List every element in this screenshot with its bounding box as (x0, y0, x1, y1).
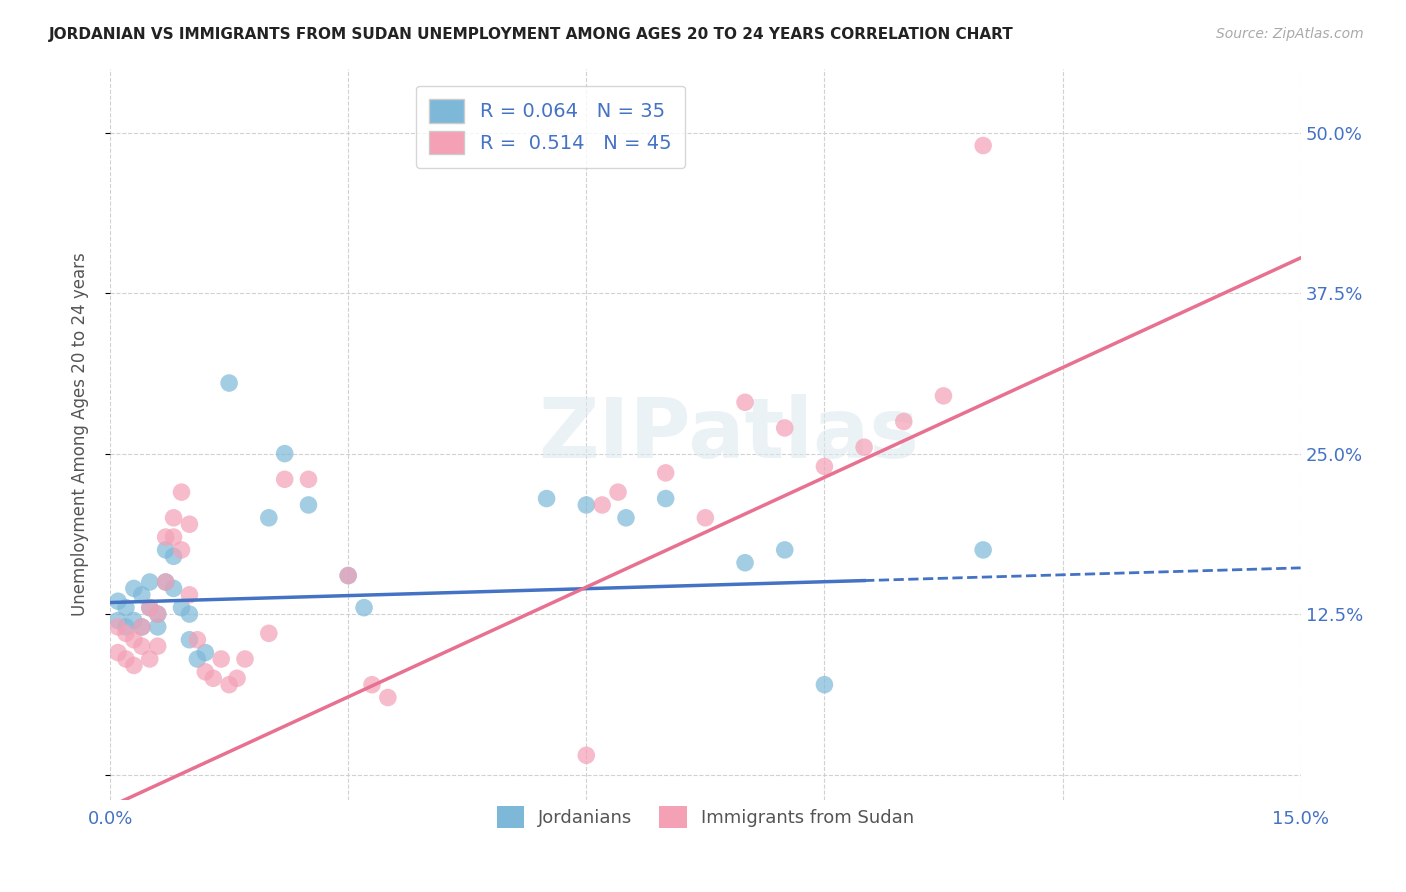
Point (226, 671, 249, 685)
Point (179, 607, 201, 621)
Point (186, 652, 208, 666)
Point (575, 498, 598, 512)
Point (170, 485, 193, 500)
Point (170, 600, 193, 615)
Point (297, 472, 319, 486)
Point (893, 415, 915, 429)
Point (575, 748, 598, 763)
Point (107, 614, 129, 628)
Point (654, 466, 676, 480)
Point (155, 574, 177, 589)
Point (591, 498, 613, 512)
Text: ZIPatlas: ZIPatlas (538, 394, 920, 475)
Point (139, 574, 162, 589)
Point (218, 376, 240, 390)
Point (162, 511, 184, 525)
Point (131, 588, 153, 602)
Point (654, 491, 676, 506)
Point (122, 658, 145, 673)
Point (813, 678, 835, 692)
Point (162, 549, 184, 564)
Point (170, 542, 193, 557)
Text: Source: ZipAtlas.com: Source: ZipAtlas.com (1216, 27, 1364, 41)
Point (122, 582, 145, 596)
Point (107, 620, 129, 634)
Point (155, 574, 177, 589)
Point (773, 542, 796, 557)
Point (179, 517, 201, 532)
Point (146, 607, 169, 621)
Point (202, 671, 225, 685)
Point (273, 472, 295, 486)
Point (607, 485, 630, 500)
Point (257, 626, 280, 640)
Point (695, 511, 717, 525)
Point (194, 646, 217, 660)
Point (734, 556, 756, 570)
Point (773, 421, 796, 435)
Point (273, 447, 295, 461)
Point (139, 652, 162, 666)
Point (131, 620, 153, 634)
Point (115, 600, 138, 615)
Point (146, 639, 169, 653)
Point (115, 652, 138, 666)
Point (614, 511, 637, 525)
Point (972, 138, 994, 153)
Point (257, 511, 280, 525)
Point (131, 639, 153, 653)
Point (155, 530, 177, 544)
Text: JORDANIAN VS IMMIGRANTS FROM SUDAN UNEMPLOYMENT AMONG AGES 20 TO 24 YEARS CORREL: JORDANIAN VS IMMIGRANTS FROM SUDAN UNEMP… (49, 27, 1014, 42)
Point (233, 652, 256, 666)
Point (361, 678, 384, 692)
Point (377, 690, 399, 705)
Point (139, 600, 162, 615)
Y-axis label: Unemployment Among Ages 20 to 24 years: Unemployment Among Ages 20 to 24 years (72, 252, 89, 616)
Point (972, 542, 994, 557)
Point (115, 626, 138, 640)
Point (146, 620, 169, 634)
Point (107, 594, 129, 608)
Point (162, 582, 184, 596)
Point (218, 678, 240, 692)
Point (194, 665, 217, 679)
Point (297, 498, 319, 512)
Point (353, 600, 375, 615)
Point (186, 632, 208, 647)
Point (813, 459, 835, 474)
Point (107, 646, 129, 660)
Point (155, 542, 177, 557)
Point (122, 614, 145, 628)
Point (162, 530, 184, 544)
Point (337, 568, 360, 582)
Point (209, 652, 232, 666)
Point (337, 568, 360, 582)
Point (536, 491, 558, 506)
Point (115, 620, 138, 634)
Legend: Jordanians, Immigrants from Sudan: Jordanians, Immigrants from Sudan (489, 798, 921, 835)
Point (179, 632, 201, 647)
Point (853, 440, 876, 454)
Point (146, 607, 169, 621)
Point (179, 588, 201, 602)
Point (734, 395, 756, 409)
Point (131, 620, 153, 634)
Point (932, 389, 955, 403)
Point (122, 632, 145, 647)
Point (139, 600, 162, 615)
